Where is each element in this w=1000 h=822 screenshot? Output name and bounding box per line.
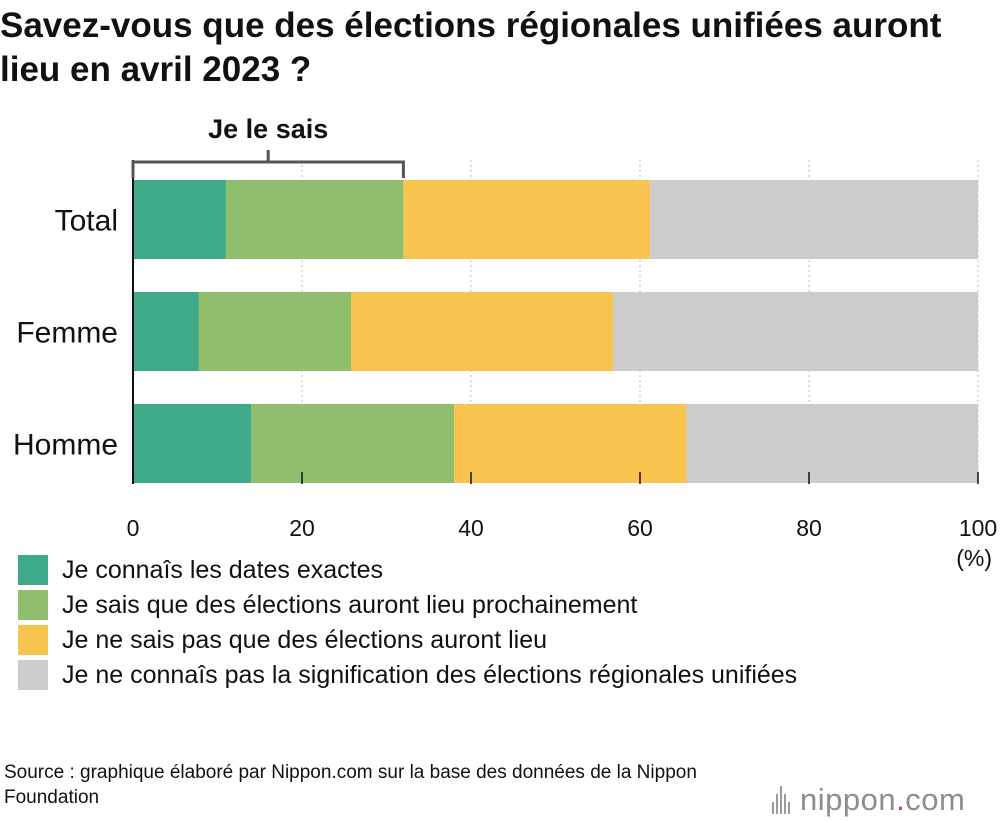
legend-swatch xyxy=(18,589,48,620)
x-tick-label: 100 xyxy=(959,515,997,541)
legend: Je connaîs les dates exactes Je sais que… xyxy=(18,552,797,692)
bracket-line xyxy=(131,150,405,178)
legend-item: Je sais que des élections auront lieu pr… xyxy=(18,587,797,622)
bar-segment xyxy=(650,180,978,259)
x-tick-label: 40 xyxy=(458,515,484,541)
logo-text: nippon.com xyxy=(800,782,966,817)
legend-label: Je connaîs les dates exactes xyxy=(62,555,384,584)
category-label: Homme xyxy=(13,429,118,462)
chart-title: Savez-vous que des élections régionales … xyxy=(0,6,942,89)
bar-segment xyxy=(133,292,199,371)
nippon-logo: nippon.com xyxy=(772,782,965,818)
bar-segment xyxy=(133,404,252,483)
bracket-label: Je le sais xyxy=(208,114,328,144)
bar-segment xyxy=(403,180,651,259)
bar-segment xyxy=(251,404,455,483)
logo-bars-icon xyxy=(772,786,792,814)
legend-label: Je ne sais pas que des élections auront … xyxy=(62,625,548,654)
x-tick-label: 60 xyxy=(627,515,653,541)
bar-segment xyxy=(225,180,404,259)
bar-segment xyxy=(351,292,613,371)
bar-segment xyxy=(133,180,226,259)
legend-label: Je sais que des élections auront lieu pr… xyxy=(62,590,638,619)
x-unit-label: (%) xyxy=(956,545,992,571)
legend-item: Je ne connaîs pas la signification des é… xyxy=(18,657,797,692)
category-label: Total xyxy=(55,205,118,238)
category-label: Femme xyxy=(16,317,118,350)
x-tick-label: 80 xyxy=(796,515,822,541)
x-tick-label: 20 xyxy=(289,515,315,541)
legend-item: Je ne sais pas que des élections auront … xyxy=(18,622,797,657)
legend-swatch xyxy=(18,624,48,655)
source-note: Source : graphique élaboré par Nippon.co… xyxy=(4,762,697,808)
legend-label: Je ne connaîs pas la signification des é… xyxy=(62,660,798,689)
bar-segment xyxy=(612,292,978,371)
x-tick-label: 0 xyxy=(127,515,140,541)
bar-segment xyxy=(198,292,352,371)
bar-segment xyxy=(454,404,687,483)
legend-swatch xyxy=(18,554,48,585)
bar-segment xyxy=(686,404,978,483)
legend-item: Je connaîs les dates exactes xyxy=(18,552,797,587)
legend-swatch xyxy=(18,659,48,690)
